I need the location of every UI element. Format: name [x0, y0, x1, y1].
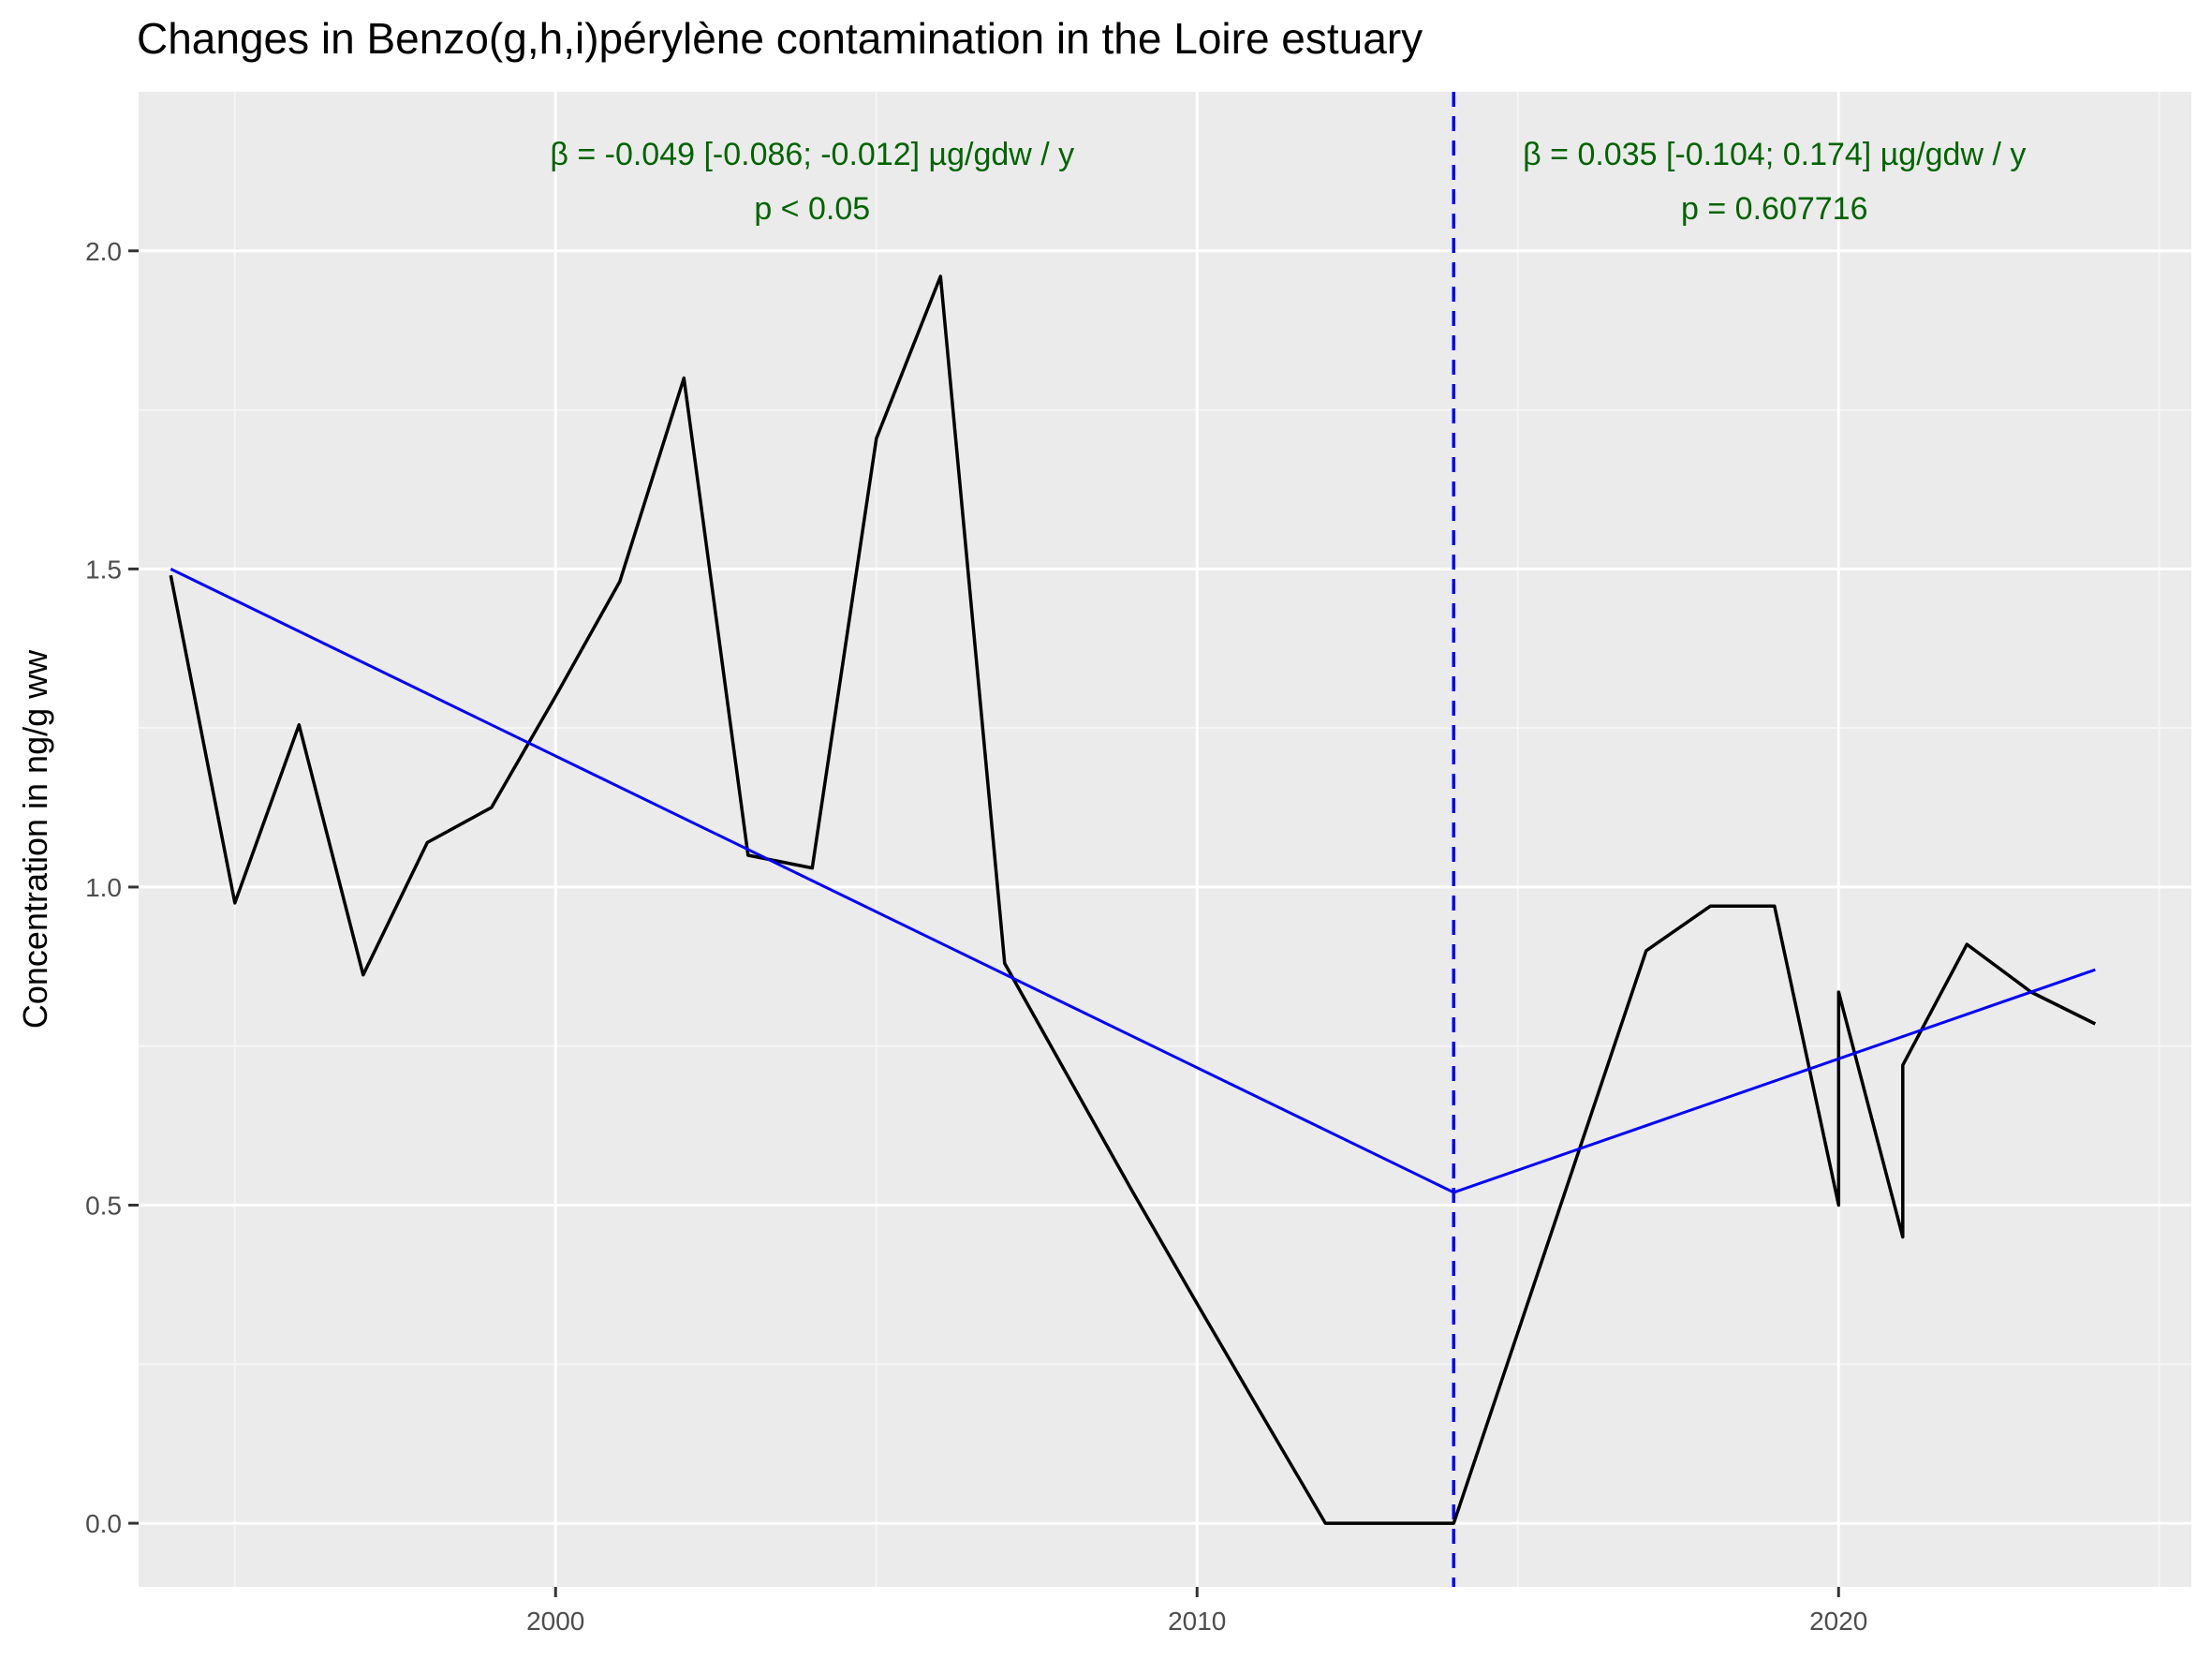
annotation-label: β = -0.049 [-0.086; -0.012] µg/gdw / y [550, 137, 1074, 172]
plot-panel [139, 92, 2191, 1587]
y-tick-label: 2.0 [85, 237, 122, 266]
x-tick-label: 2010 [1168, 1607, 1226, 1636]
chart-title: Changes in Benzo(g,h,i)pérylène contamin… [137, 14, 1423, 63]
series-line-trend-1 [170, 568, 1454, 1194]
x-tick-label: 2020 [1809, 1607, 1867, 1636]
y-tick-label: 1.0 [85, 873, 122, 902]
series-line-trend-2 [1453, 968, 2096, 1194]
y-tick-label: 0.5 [85, 1192, 122, 1221]
annotation-label: β = 0.035 [-0.104; 0.174] µg/gdw / y [1523, 137, 2026, 172]
annotation-label: p = 0.607716 [1681, 191, 1867, 227]
y-tick-label: 1.5 [85, 555, 122, 584]
series-line-concentration [169, 274, 2097, 1525]
annotation-label: p < 0.05 [754, 191, 870, 227]
x-tick-label: 2000 [526, 1607, 584, 1636]
y-axis-title: Concentration in ng/g ww [16, 649, 54, 1029]
y-tick-label: 0.0 [85, 1509, 122, 1538]
